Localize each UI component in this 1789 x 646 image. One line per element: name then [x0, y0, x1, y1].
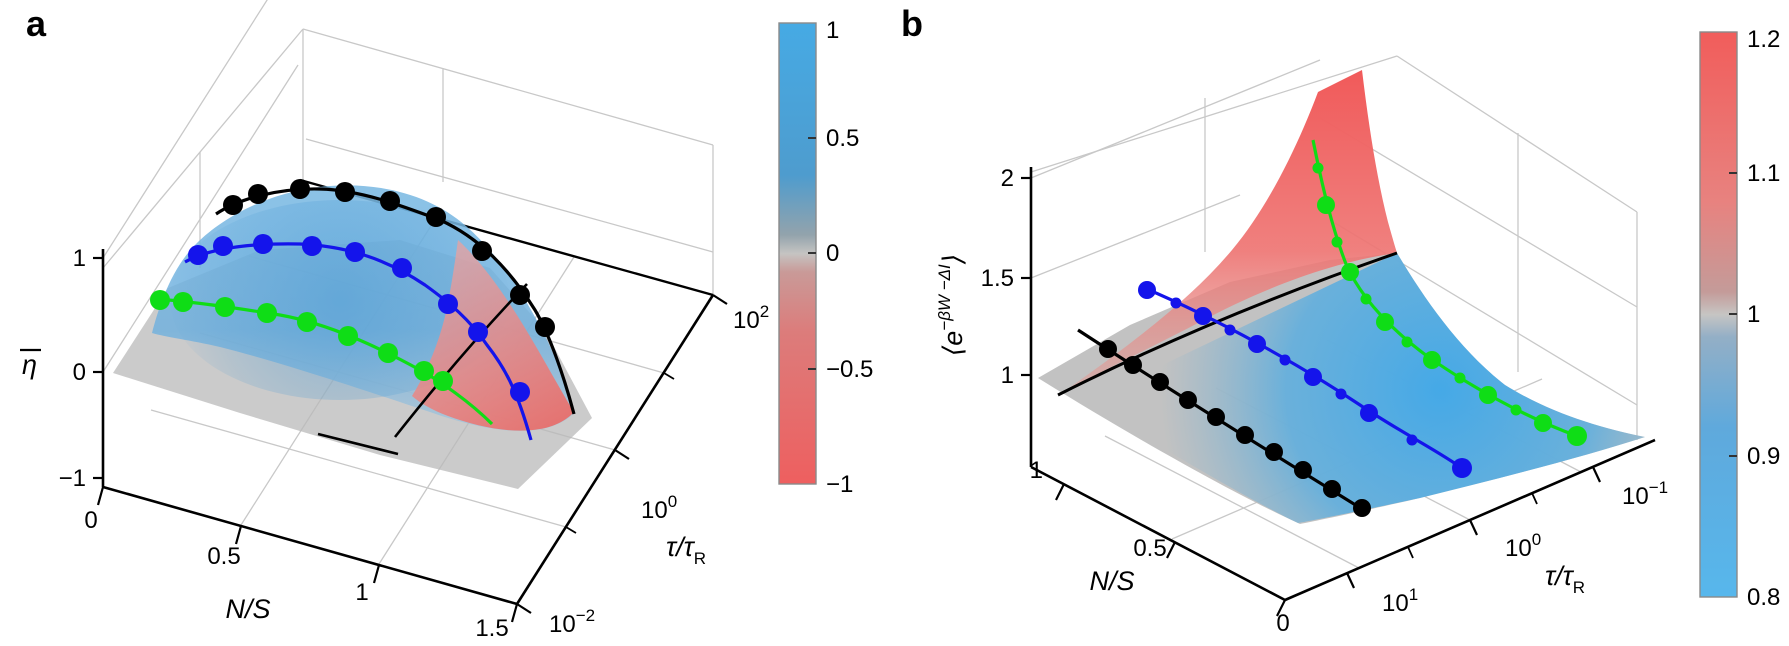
- panel-b-y-axis: 101 100 10−1 τ/τR: [1284, 438, 1668, 617]
- b-x-tick-0: 0: [1276, 610, 1289, 637]
- panel-b-blue-valley-surface: [1110, 253, 1645, 523]
- panel-b-letter: b: [901, 3, 923, 44]
- panel-a-colorbar: 1 0.5 0 −0.5 −1: [778, 17, 873, 498]
- panel-a-surface-guide-lines: [317, 283, 528, 456]
- panel-a: a: [20, 0, 873, 642]
- cbar-a-tick-05: 0.5: [826, 125, 859, 152]
- cbar-b-tick-12: 1.2: [1747, 26, 1780, 53]
- b-z-tick-15: 1.5: [981, 265, 1014, 292]
- cbar-b-tick-1: 1: [1747, 301, 1760, 328]
- b-y-tick-1em1: 10−1: [1622, 478, 1668, 510]
- panel-a-green-markers: [150, 290, 453, 391]
- panel-a-blue-markers: [188, 234, 530, 402]
- panel-b-x-axis-label: N/S: [1089, 566, 1134, 596]
- y-tick-1e2: 102: [733, 302, 769, 334]
- x-tick-15: 1.5: [475, 615, 508, 642]
- cbar-a-tick-neg1: −1: [826, 471, 853, 498]
- b-x-tick-1: 1: [1030, 457, 1043, 484]
- x-tick-05: 0.5: [207, 543, 240, 570]
- panel-b-black-markers: [1099, 340, 1371, 517]
- z-tick-1: 1: [73, 245, 86, 272]
- x-tick-0: 0: [84, 507, 97, 534]
- x-tick-1: 1: [355, 579, 368, 606]
- panel-b-green-markers: [1312, 162, 1587, 446]
- y-tick-1e0: 100: [641, 492, 677, 524]
- b-y-tick-1e1: 101: [1382, 585, 1418, 617]
- panel-a-z-axis: 1 0 −1 η: [20, 245, 105, 492]
- panel-b-x-axis: 1 0.5 0 N/S: [1030, 457, 1290, 637]
- panel-b-red-spike-surface: [1062, 70, 1397, 393]
- panel-b: b: [901, 3, 1780, 637]
- panel-b-y-axis-label: τ/τR: [1545, 561, 1585, 597]
- cbar-b-tick-11: 1.1: [1747, 160, 1780, 187]
- panel-b-colorbar: 1.2 1.1 1 0.9 0.8: [1699, 26, 1780, 611]
- cbar-b-tick-08: 0.8: [1747, 584, 1780, 611]
- panel-b-blue-markers: [1138, 281, 1472, 478]
- b-z-tick-1: 1: [1001, 362, 1014, 389]
- panel-a-x-axis-label: N/S: [225, 594, 270, 624]
- panel-a-y-axis: 10−2 100 102 τ/τR: [515, 294, 769, 638]
- cbar-a-tick-1: 1: [826, 17, 839, 44]
- panel-b-z-axis: 2 1.5 1 ⟨e−βW −ΔI⟩: [935, 165, 1033, 467]
- b-y-tick-1e0: 100: [1505, 530, 1541, 562]
- panel-a-z-axis-label: η: [22, 350, 37, 380]
- b-z-tick-2: 2: [1001, 165, 1014, 192]
- cbar-a-tick-neg05: −0.5: [826, 356, 873, 383]
- z-tick-neg1: −1: [59, 465, 86, 492]
- y-tick-1em2: 10−2: [549, 606, 595, 638]
- cbar-a-tick-0: 0: [826, 240, 839, 267]
- panel-a-x-axis: 0 0.5 1 1.5 N/S: [84, 485, 519, 642]
- z-tick-0: 0: [73, 359, 86, 386]
- panel-a-letter: a: [26, 3, 47, 44]
- panel-a-y-axis-label: τ/τR: [666, 532, 706, 568]
- panel-b-z-axis-label: ⟨e−βW −ΔI⟩: [935, 254, 968, 357]
- panel-a-black-markers: [223, 179, 555, 337]
- cbar-b-tick-09: 0.9: [1747, 443, 1780, 470]
- b-x-tick-05: 0.5: [1133, 535, 1166, 562]
